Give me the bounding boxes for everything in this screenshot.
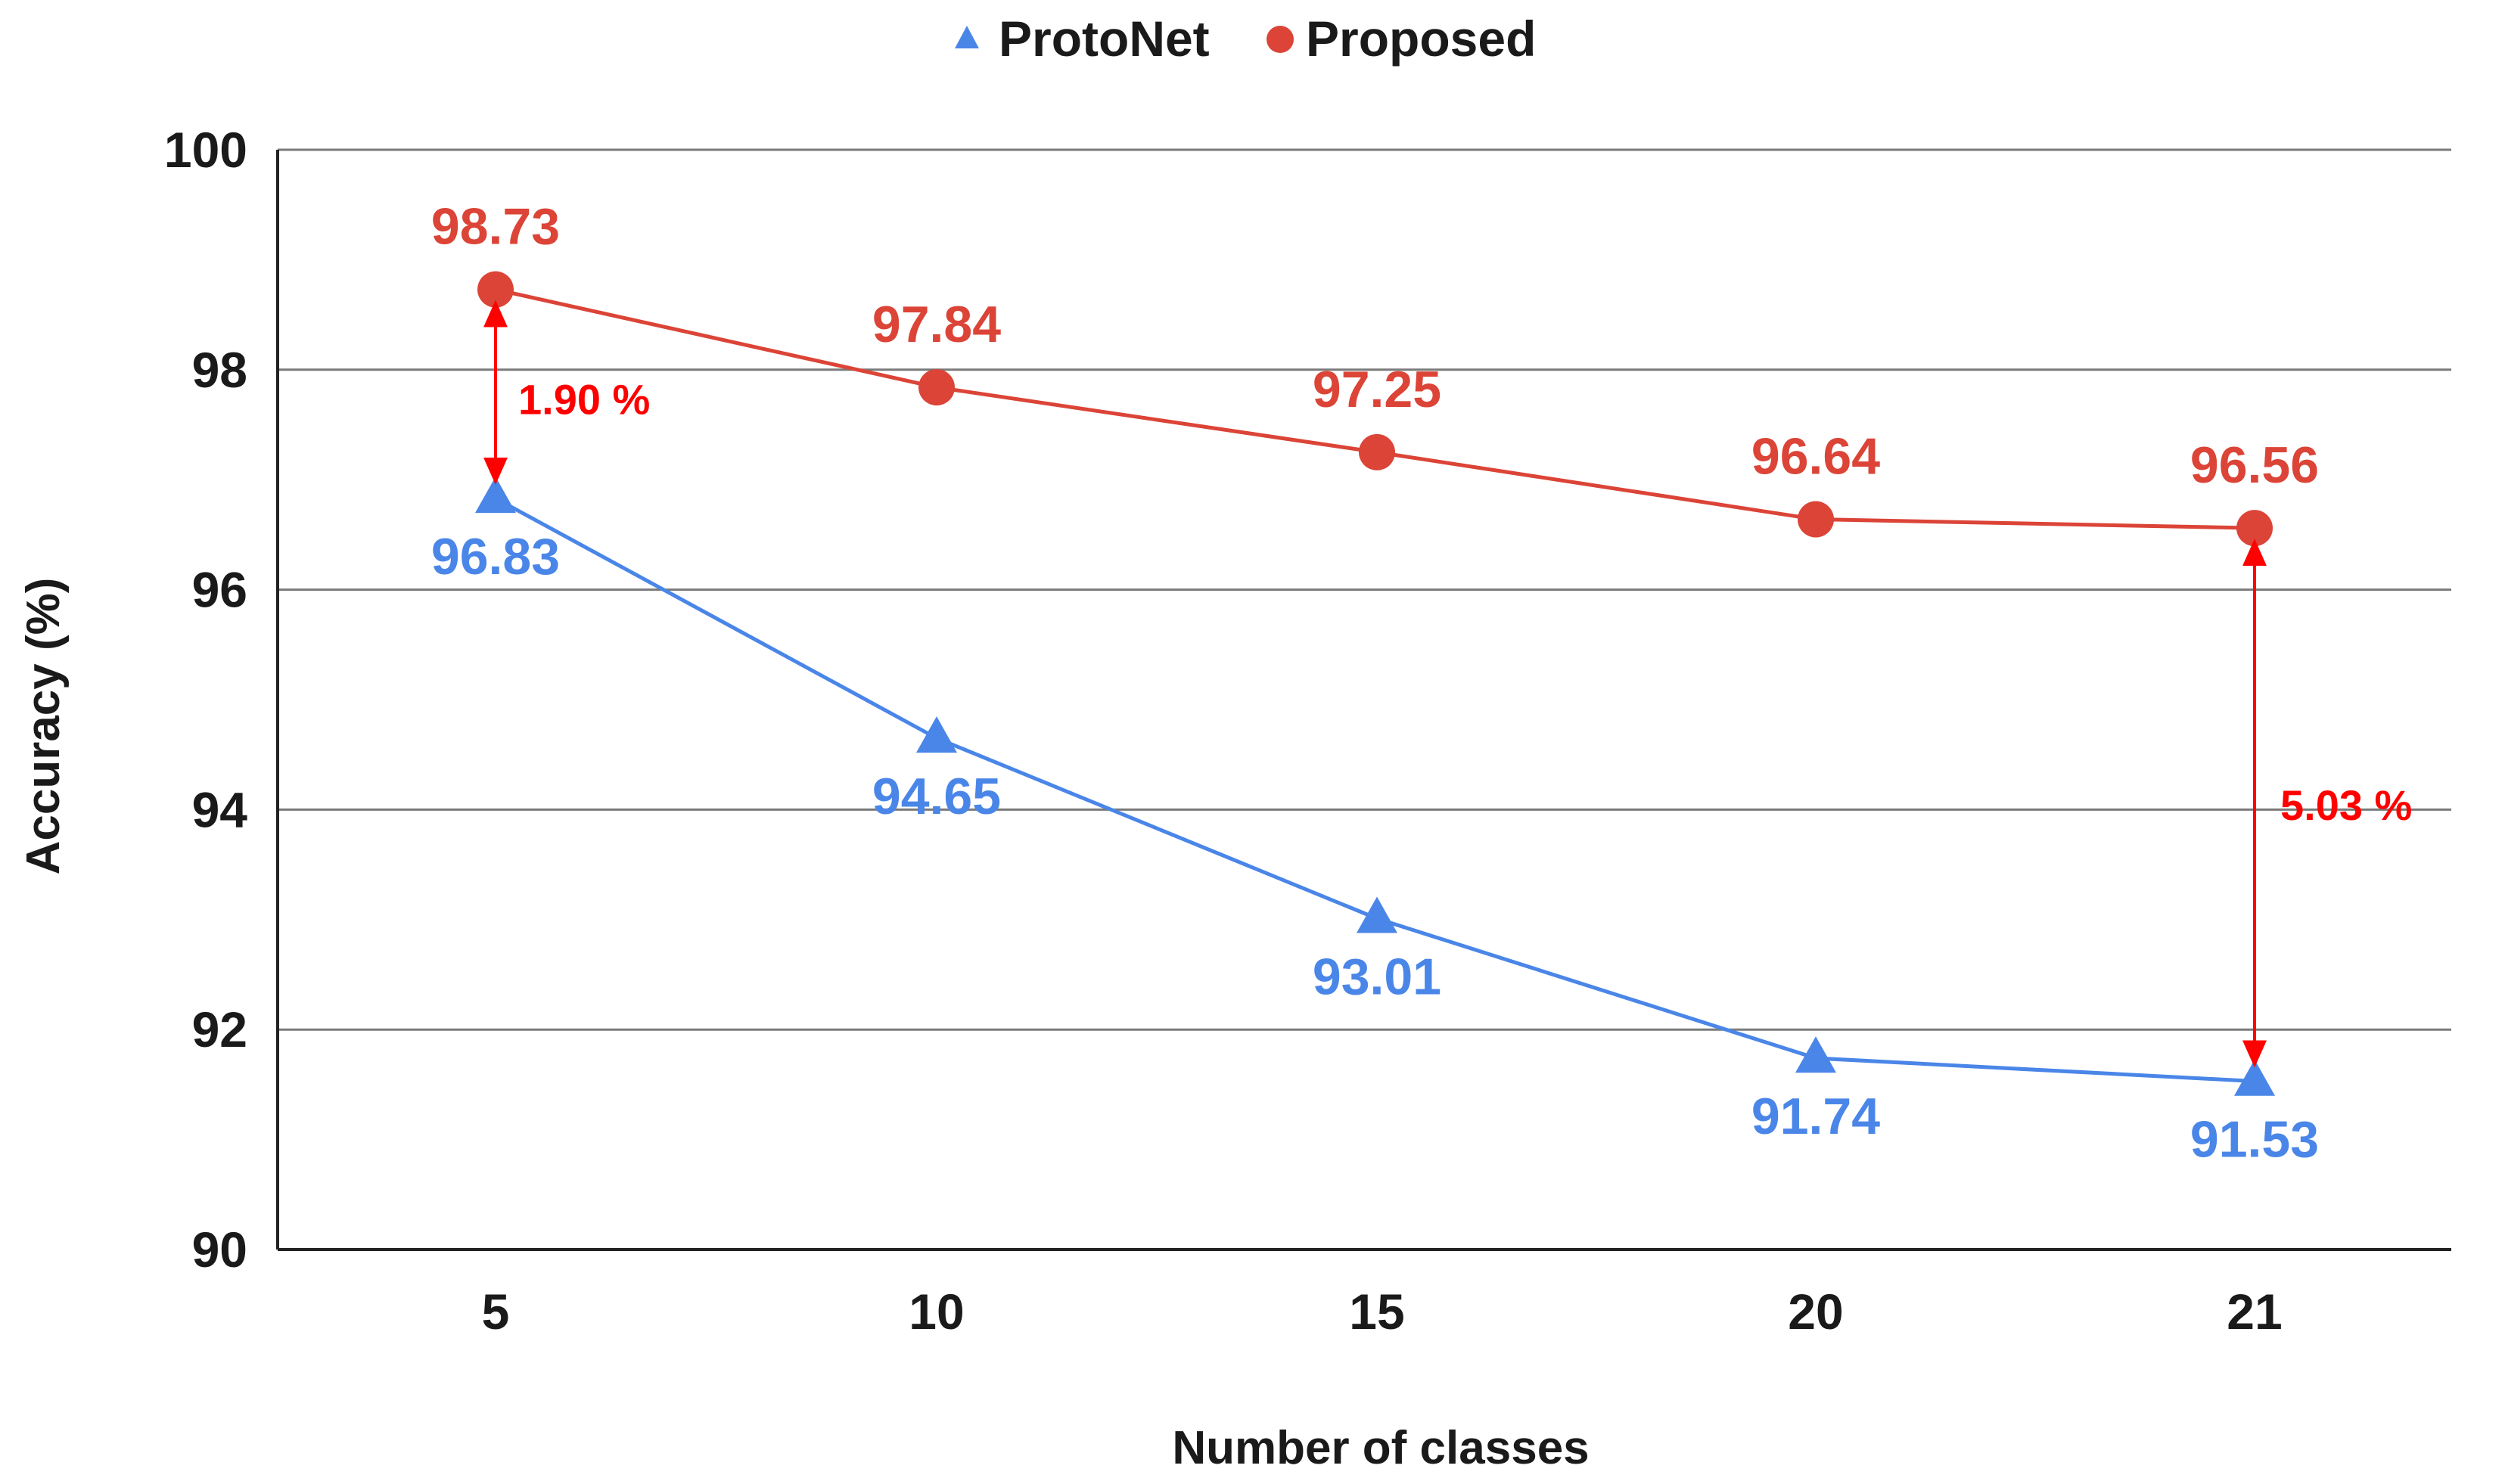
data-point-proposed	[477, 271, 514, 308]
data-label-proposed: 98.73	[431, 198, 560, 256]
y-tick-label: 96	[192, 562, 247, 618]
y-tick-label: 94	[192, 781, 248, 837]
data-label-protonet: 91.53	[2190, 1111, 2319, 1169]
data-label-protonet: 93.01	[1313, 948, 1441, 1005]
data-label-proposed: 96.64	[1751, 428, 1880, 486]
annotations-layer: 1.90 % 5.03 %	[483, 300, 2412, 1068]
data-point-protonet	[1795, 1036, 1836, 1073]
data-point-proposed	[2236, 510, 2273, 547]
x-tick-label: 15	[1349, 1284, 1404, 1340]
series-layer: 96.83 94.65 93.01 91.74 91.53 98.73 97.84 97.25…	[431, 198, 2319, 1169]
y-tick-label: 98	[192, 342, 247, 398]
data-label-proposed: 97.84	[872, 296, 1001, 353]
data-point-proposed	[1359, 433, 1395, 470]
gap-label: 1.90 %	[518, 376, 650, 424]
data-point-proposed	[918, 369, 955, 406]
data-point-protonet	[475, 477, 516, 514]
y-tick-label: 90	[192, 1222, 247, 1278]
x-tick-label: 20	[1788, 1284, 1843, 1340]
data-point-proposed	[1798, 501, 1834, 538]
x-tick-label: 10	[909, 1284, 964, 1340]
y-axis-title: Accuracy (%)	[17, 578, 70, 875]
data-label-protonet: 94.65	[872, 768, 1001, 825]
data-label-proposed: 96.56	[2190, 436, 2319, 494]
grid	[276, 148, 2451, 1251]
x-tick-label: 5	[482, 1284, 510, 1340]
data-point-protonet	[916, 716, 957, 753]
legend-label-proposed: Proposed	[1306, 11, 1536, 67]
legend-marker-protonet	[955, 26, 979, 48]
y-tick-label: 92	[192, 1001, 247, 1057]
legend-label-protonet: ProtoNet	[999, 11, 1210, 67]
data-label-protonet: 91.74	[1751, 1088, 1880, 1145]
y-tick-label: 100	[164, 122, 247, 178]
data-label-protonet: 96.83	[431, 528, 560, 585]
gap-label: 5.03 %	[2280, 781, 2412, 829]
legend: ProtoNet Proposed	[955, 11, 1536, 67]
y-axis-ticks: 90 92 94 96 98 100	[164, 122, 247, 1278]
x-tick-label: 21	[2227, 1284, 2282, 1340]
x-axis-ticks: 5 10 15 20 21	[482, 1284, 2283, 1340]
x-axis-title: Number of classes	[1172, 1422, 1589, 1474]
data-point-protonet	[2234, 1059, 2275, 1096]
data-label-proposed: 97.25	[1313, 361, 1441, 418]
data-point-protonet	[1357, 896, 1397, 933]
legend-marker-proposed	[1266, 26, 1294, 53]
